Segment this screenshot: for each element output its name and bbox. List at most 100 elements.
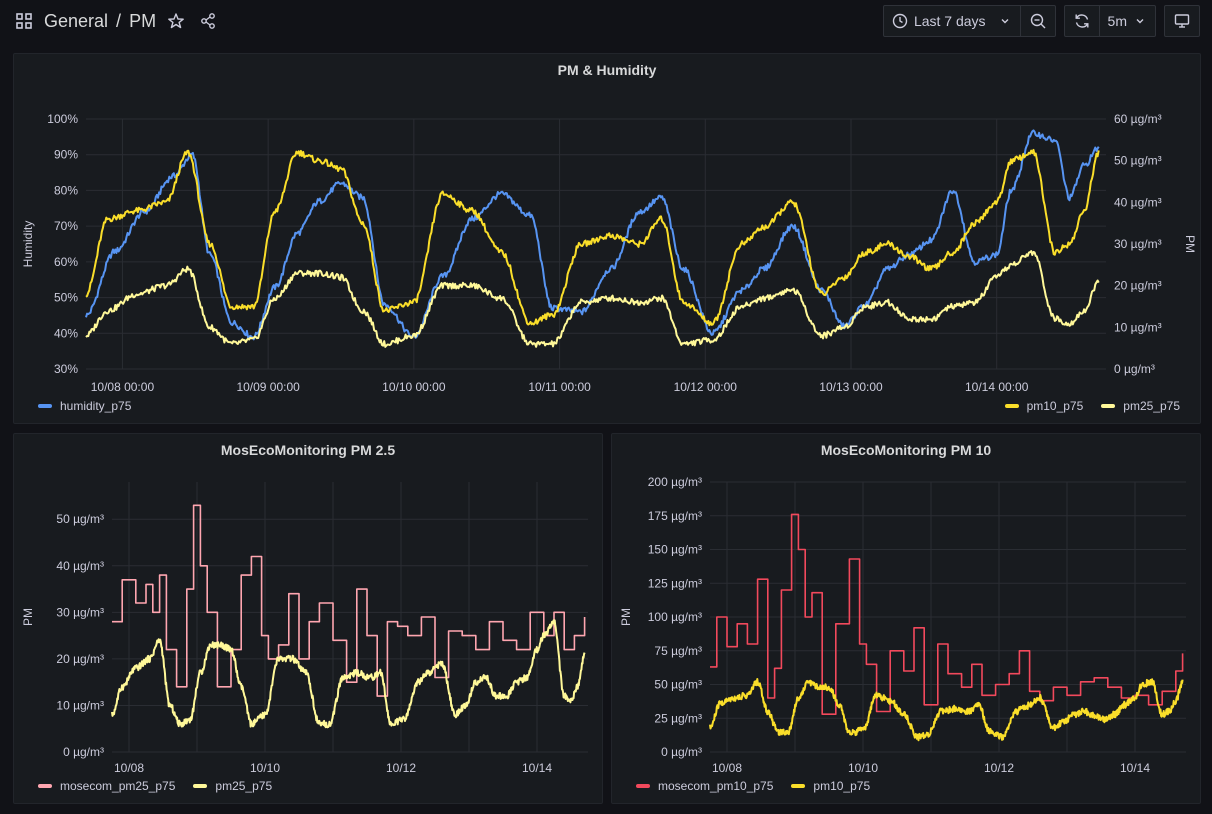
y-tick-label: 50%: [54, 291, 78, 305]
y-tick-label: 50 µg/m³: [654, 678, 702, 692]
x-tick-label: 10/08 00:00: [91, 380, 155, 394]
panel-mosecom-pm25: MosEcoMonitoring PM 2.5 0 µg/m³ 10 µg/m³ 2…: [13, 433, 603, 804]
page-title[interactable]: PM: [129, 10, 157, 31]
refresh-interval-label: 5m: [1107, 13, 1127, 29]
legend-right: pm10_p75 pm25_p75: [1004, 399, 1180, 413]
y2-tick-label: 0 µg/m³: [1114, 362, 1155, 376]
series-line-pm10_p75: [709, 678, 1184, 742]
series-line-pm25_p75: [85, 250, 1100, 348]
time-range-picker: Last 7 days: [882, 5, 1056, 37]
y2-tick-label: 40 µg/m³: [1114, 195, 1162, 209]
y-tick-label: 80%: [54, 183, 78, 197]
y2-tick-label: 20 µg/m³: [1114, 279, 1162, 293]
legend-label: pm10_p75: [813, 779, 871, 793]
y-tick-label: 25 µg/m³: [654, 711, 702, 725]
y-axis-label: Humidity: [21, 221, 35, 268]
x-tick-label: 10/09 00:00: [236, 380, 300, 394]
legend-item-pm25[interactable]: pm25_p75: [1101, 399, 1180, 413]
x-tick-label: 10/10: [848, 761, 878, 775]
legend-label: pm10_p75: [1026, 399, 1084, 413]
dashboard-toolbar: General / PM Last 7 days 5m: [0, 0, 1212, 42]
legend-label: pm25_p75: [1123, 399, 1180, 413]
x-tick-label: 10/14: [522, 761, 552, 775]
panel-title[interactable]: MosEcoMonitoring PM 10: [820, 442, 992, 458]
x-tick-label: 10/12: [386, 761, 416, 775]
y-tick-label: 90%: [54, 148, 78, 162]
y-tick-label: 50 µg/m³: [56, 512, 104, 526]
legend-swatch: [1004, 404, 1019, 408]
legend-swatch: [791, 784, 806, 788]
panel-mosecom-pm10: MosEcoMonitoring PM 10 0 µg/m³ 25 µg/m³ 50…: [611, 433, 1201, 804]
y-tick-label: 30%: [54, 362, 78, 376]
y2-tick-label: 50 µg/m³: [1114, 154, 1162, 168]
y-tick-label: 100 µg/m³: [648, 610, 702, 624]
y2-tick-label: 60 µg/m³: [1114, 112, 1162, 126]
dashboards-grid-icon[interactable]: [12, 9, 36, 33]
x-tick-label: 10/10 00:00: [382, 380, 446, 394]
y-axis-label: PM: [21, 608, 35, 626]
legend: mosecom_pm25_p75 pm25_p75: [38, 779, 272, 793]
panel-title[interactable]: MosEcoMonitoring PM 2.5: [220, 442, 396, 458]
panel-title[interactable]: PM & Humidity: [557, 62, 657, 78]
y-tick-label: 70%: [54, 219, 78, 233]
series-line-pm25_p75: [111, 619, 586, 729]
breadcrumb: General / PM: [12, 8, 220, 34]
legend-swatch: [193, 784, 208, 788]
legend-swatch: [636, 784, 650, 788]
x-tick-label: 10/08: [114, 761, 144, 775]
legend-item-mosecom-pm10[interactable]: mosecom_pm10_p75: [636, 779, 773, 793]
legend-item-pm10[interactable]: pm10_p75: [791, 779, 870, 793]
legend-left: humidity_p75: [38, 399, 131, 413]
legend-swatch: [38, 784, 52, 788]
y-tick-label: 40 µg/m³: [56, 559, 104, 573]
y-tick-label: 100%: [47, 112, 78, 126]
star-icon[interactable]: [164, 9, 188, 33]
refresh-interval-dropdown[interactable]: 5m: [1098, 6, 1155, 36]
chart-pm-humidity: 30% 40% 50% 60% 70% 80% 90% 100% 0 µg/m³ 10 µg/m³…: [21, 112, 1197, 394]
y-tick-label: 175 µg/m³: [648, 509, 702, 523]
x-tick-label: 10/14 00:00: [965, 380, 1029, 394]
y2-axis-label: PM: [1183, 235, 1197, 253]
legend-item-humidity[interactable]: humidity_p75: [38, 399, 131, 413]
legend-label: pm25_p75: [215, 779, 273, 793]
breadcrumb-folder[interactable]: General: [44, 10, 109, 31]
x-tick-label: 10/13 00:00: [819, 380, 883, 394]
y2-tick-label: 30 µg/m³: [1114, 237, 1162, 251]
refresh-button[interactable]: [1065, 6, 1099, 36]
y-tick-label: 40%: [54, 326, 78, 340]
y-tick-label: 60%: [54, 255, 78, 269]
legend-item-mosecom-pm25[interactable]: mosecom_pm25_p75: [38, 779, 175, 793]
y-axis-label: PM: [619, 608, 633, 626]
y-tick-label: 0 µg/m³: [661, 745, 702, 759]
legend-item-pm10[interactable]: pm10_p75: [1004, 399, 1084, 413]
x-tick-label: 10/11 00:00: [528, 380, 591, 394]
time-range-button[interactable]: Last 7 days: [884, 6, 1020, 36]
legend: mosecom_pm10_p75 pm10_p75: [636, 779, 870, 793]
y-tick-label: 200 µg/m³: [648, 475, 702, 489]
refresh-icon: [1075, 14, 1089, 28]
chart-mosecom-pm25: 0 µg/m³ 10 µg/m³ 20 µg/m³ 30 µg/m³ 40 µg/m³ 5…: [21, 482, 588, 775]
y-tick-label: 20 µg/m³: [56, 652, 104, 666]
y-tick-label: 0 µg/m³: [63, 745, 104, 759]
series-line-mosecom_pm25_p75: [112, 504, 586, 697]
legend-item-pm25[interactable]: pm25_p75: [193, 779, 272, 793]
clock-icon: [892, 13, 908, 29]
y-tick-label: 10 µg/m³: [56, 698, 104, 712]
x-tick-label: 10/14: [1120, 761, 1150, 775]
zoom-out-button[interactable]: [1019, 6, 1055, 36]
x-tick-label: 10/10: [250, 761, 280, 775]
time-range-label: Last 7 days: [913, 13, 986, 29]
legend-label: mosecom_pm25_p75: [60, 779, 176, 793]
tv-mode-button[interactable]: [1164, 5, 1200, 37]
refresh-picker: 5m: [1063, 5, 1156, 37]
monitor-icon: [1174, 14, 1190, 28]
y-tick-label: 150 µg/m³: [648, 543, 702, 557]
zoom-out-icon: [1030, 13, 1046, 29]
breadcrumb-separator: /: [116, 10, 122, 31]
legend-swatch: [1101, 404, 1116, 408]
y-tick-label: 30 µg/m³: [56, 605, 104, 619]
y2-tick-label: 10 µg/m³: [1114, 320, 1162, 334]
legend-swatch: [38, 404, 52, 408]
share-icon[interactable]: [196, 9, 220, 33]
x-tick-label: 10/12: [984, 761, 1014, 775]
